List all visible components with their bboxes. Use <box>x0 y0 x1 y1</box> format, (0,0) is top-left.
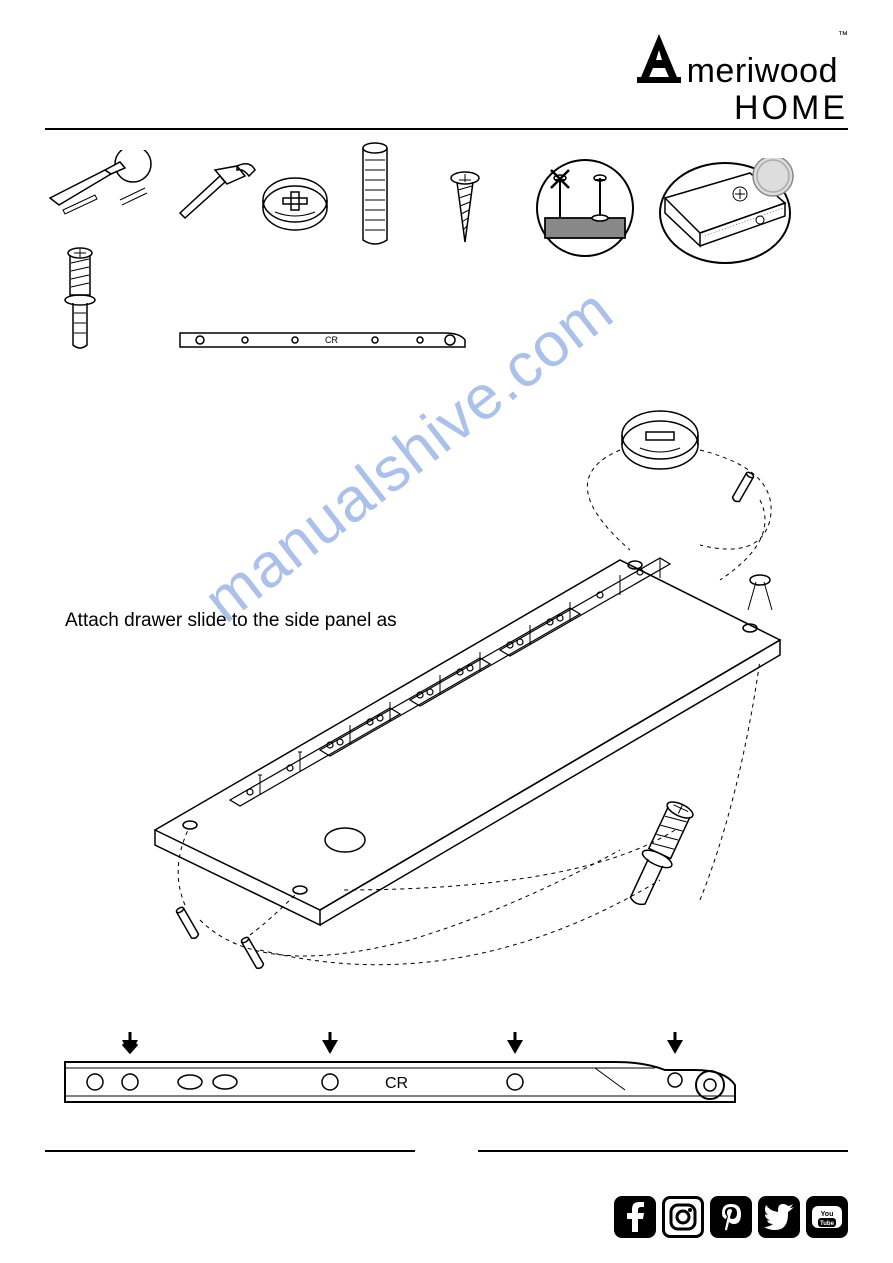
svg-text:Tube: Tube <box>820 1221 835 1227</box>
drawer-slide-small-icon: CR <box>175 325 475 355</box>
hammer-icon <box>165 158 260 228</box>
instagram-icon[interactable] <box>662 1196 704 1238</box>
brand-subtitle: HOME <box>631 89 848 128</box>
brand-name: meriwood <box>687 52 838 91</box>
social-icons-row: You Tube <box>614 1196 848 1238</box>
footer-rule-right <box>478 1150 848 1152</box>
cam-bolt-icon <box>55 245 105 355</box>
svg-text:CR: CR <box>325 335 338 345</box>
screwdriver-icon <box>45 150 155 220</box>
main-assembly-diagram <box>60 380 840 1000</box>
dowel-icon <box>355 140 395 250</box>
screw-icon <box>445 170 485 250</box>
edge-detail-icon <box>655 158 795 268</box>
twitter-icon[interactable] <box>758 1196 800 1238</box>
pinterest-icon[interactable] <box>710 1196 752 1238</box>
slide-label: CR <box>385 1075 408 1092</box>
drawer-slide-detail: CR <box>55 1030 745 1120</box>
svg-text:You: You <box>821 1211 834 1218</box>
countersink-warning-icon <box>525 158 645 258</box>
brand-logo: meriwood™ HOME <box>631 30 848 128</box>
page-container: meriwood™ HOME <box>0 0 893 1263</box>
facebook-icon[interactable] <box>614 1196 656 1238</box>
youtube-icon[interactable]: You Tube <box>806 1196 848 1238</box>
footer-rule-left <box>45 1150 415 1152</box>
hardware-row: CR <box>45 140 848 360</box>
cam-lock-icon <box>255 170 335 245</box>
header-rule <box>45 128 848 130</box>
logo-a-icon <box>631 30 687 86</box>
trademark: ™ <box>838 30 848 41</box>
